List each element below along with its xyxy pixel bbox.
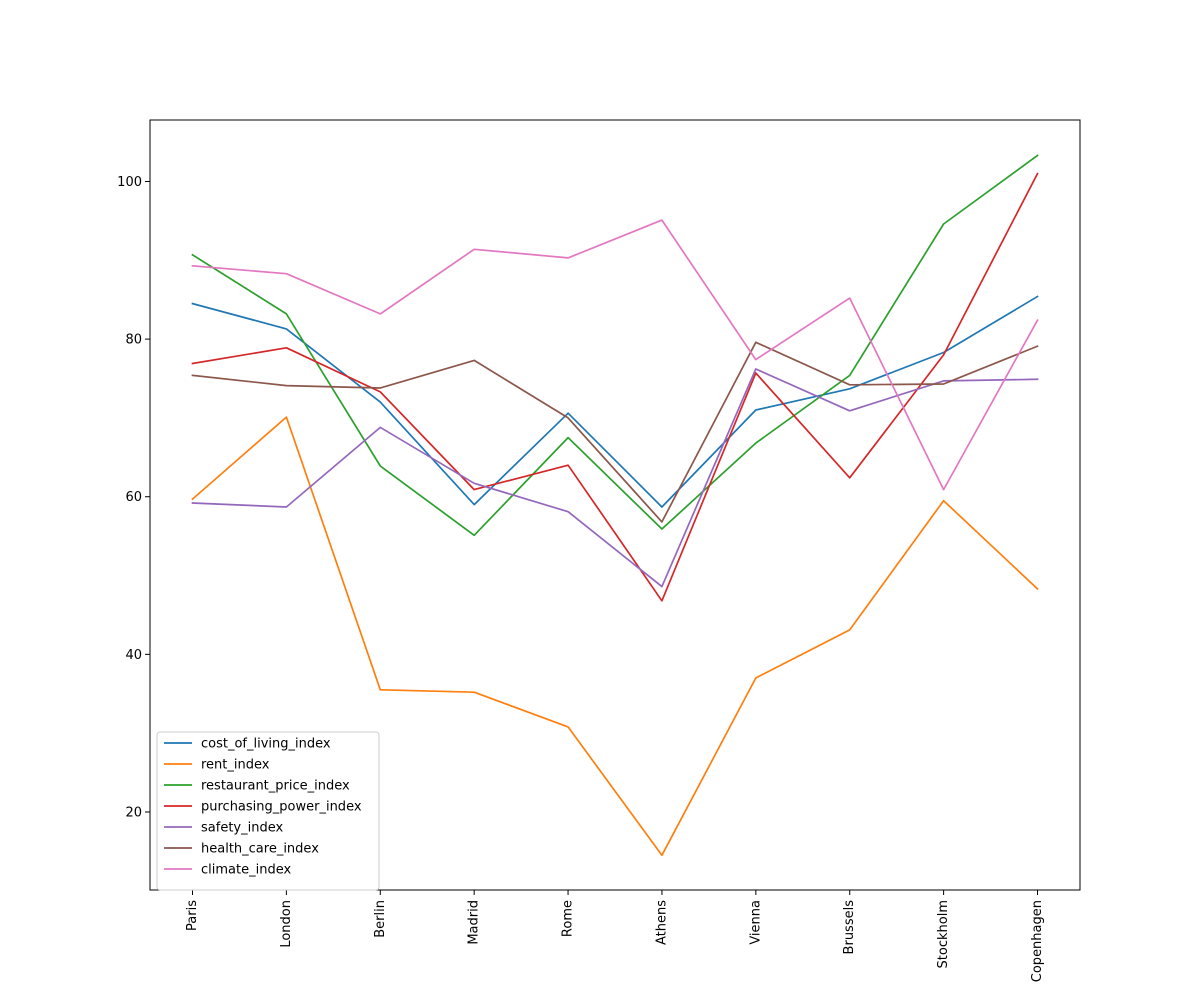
series-lines bbox=[191, 154, 1039, 857]
x-tick-label: Madrid bbox=[467, 900, 482, 945]
series-line-safety-index bbox=[191, 368, 1039, 588]
legend-label: cost_of_living_index bbox=[201, 737, 331, 752]
series-line-purchasing-power-index bbox=[191, 172, 1039, 602]
series-line-rent-index bbox=[191, 416, 1039, 857]
x-tick-label: Rome bbox=[561, 900, 576, 937]
y-tick-label: 60 bbox=[125, 490, 142, 505]
legend-label: rent_index bbox=[201, 758, 270, 773]
x-tick-label: Paris bbox=[185, 900, 200, 931]
series-line-health-care-index bbox=[191, 341, 1039, 523]
y-tick-label: 40 bbox=[125, 648, 142, 663]
x-tick-label: Vienna bbox=[748, 900, 763, 945]
y-axis: 20 40 60 80 100 bbox=[117, 175, 150, 820]
y-tick-label: 80 bbox=[125, 333, 142, 348]
x-tick-label: Stockholm bbox=[936, 900, 951, 968]
series-line-cost-of-living-index bbox=[191, 295, 1039, 508]
series-line-climate-index bbox=[191, 219, 1039, 491]
legend-label: restaurant_price_index bbox=[201, 779, 350, 794]
legend: cost_of_living_index rent_index restaurant… bbox=[156, 731, 380, 891]
series-line-restaurant-price-index bbox=[191, 154, 1039, 537]
x-tick-label: Berlin bbox=[373, 900, 388, 938]
y-tick-label: 20 bbox=[125, 805, 142, 820]
legend-box bbox=[156, 731, 380, 891]
legend-label: safety_index bbox=[201, 821, 283, 836]
x-tick-label: Copenhagen bbox=[1030, 900, 1045, 982]
legend-label: purchasing_power_index bbox=[201, 800, 362, 815]
y-tick-label: 100 bbox=[117, 175, 142, 190]
x-axis: Paris London Berlin Madrid Rome Athens Vienna B… bbox=[185, 890, 1045, 982]
x-tick-label: London bbox=[279, 900, 294, 948]
legend-label: climate_index bbox=[201, 863, 291, 878]
plot-frame bbox=[149, 119, 1081, 891]
x-tick-label: Brussels bbox=[842, 900, 857, 955]
legend-label: health_care_index bbox=[201, 842, 319, 857]
x-tick-label: Athens bbox=[654, 900, 669, 945]
